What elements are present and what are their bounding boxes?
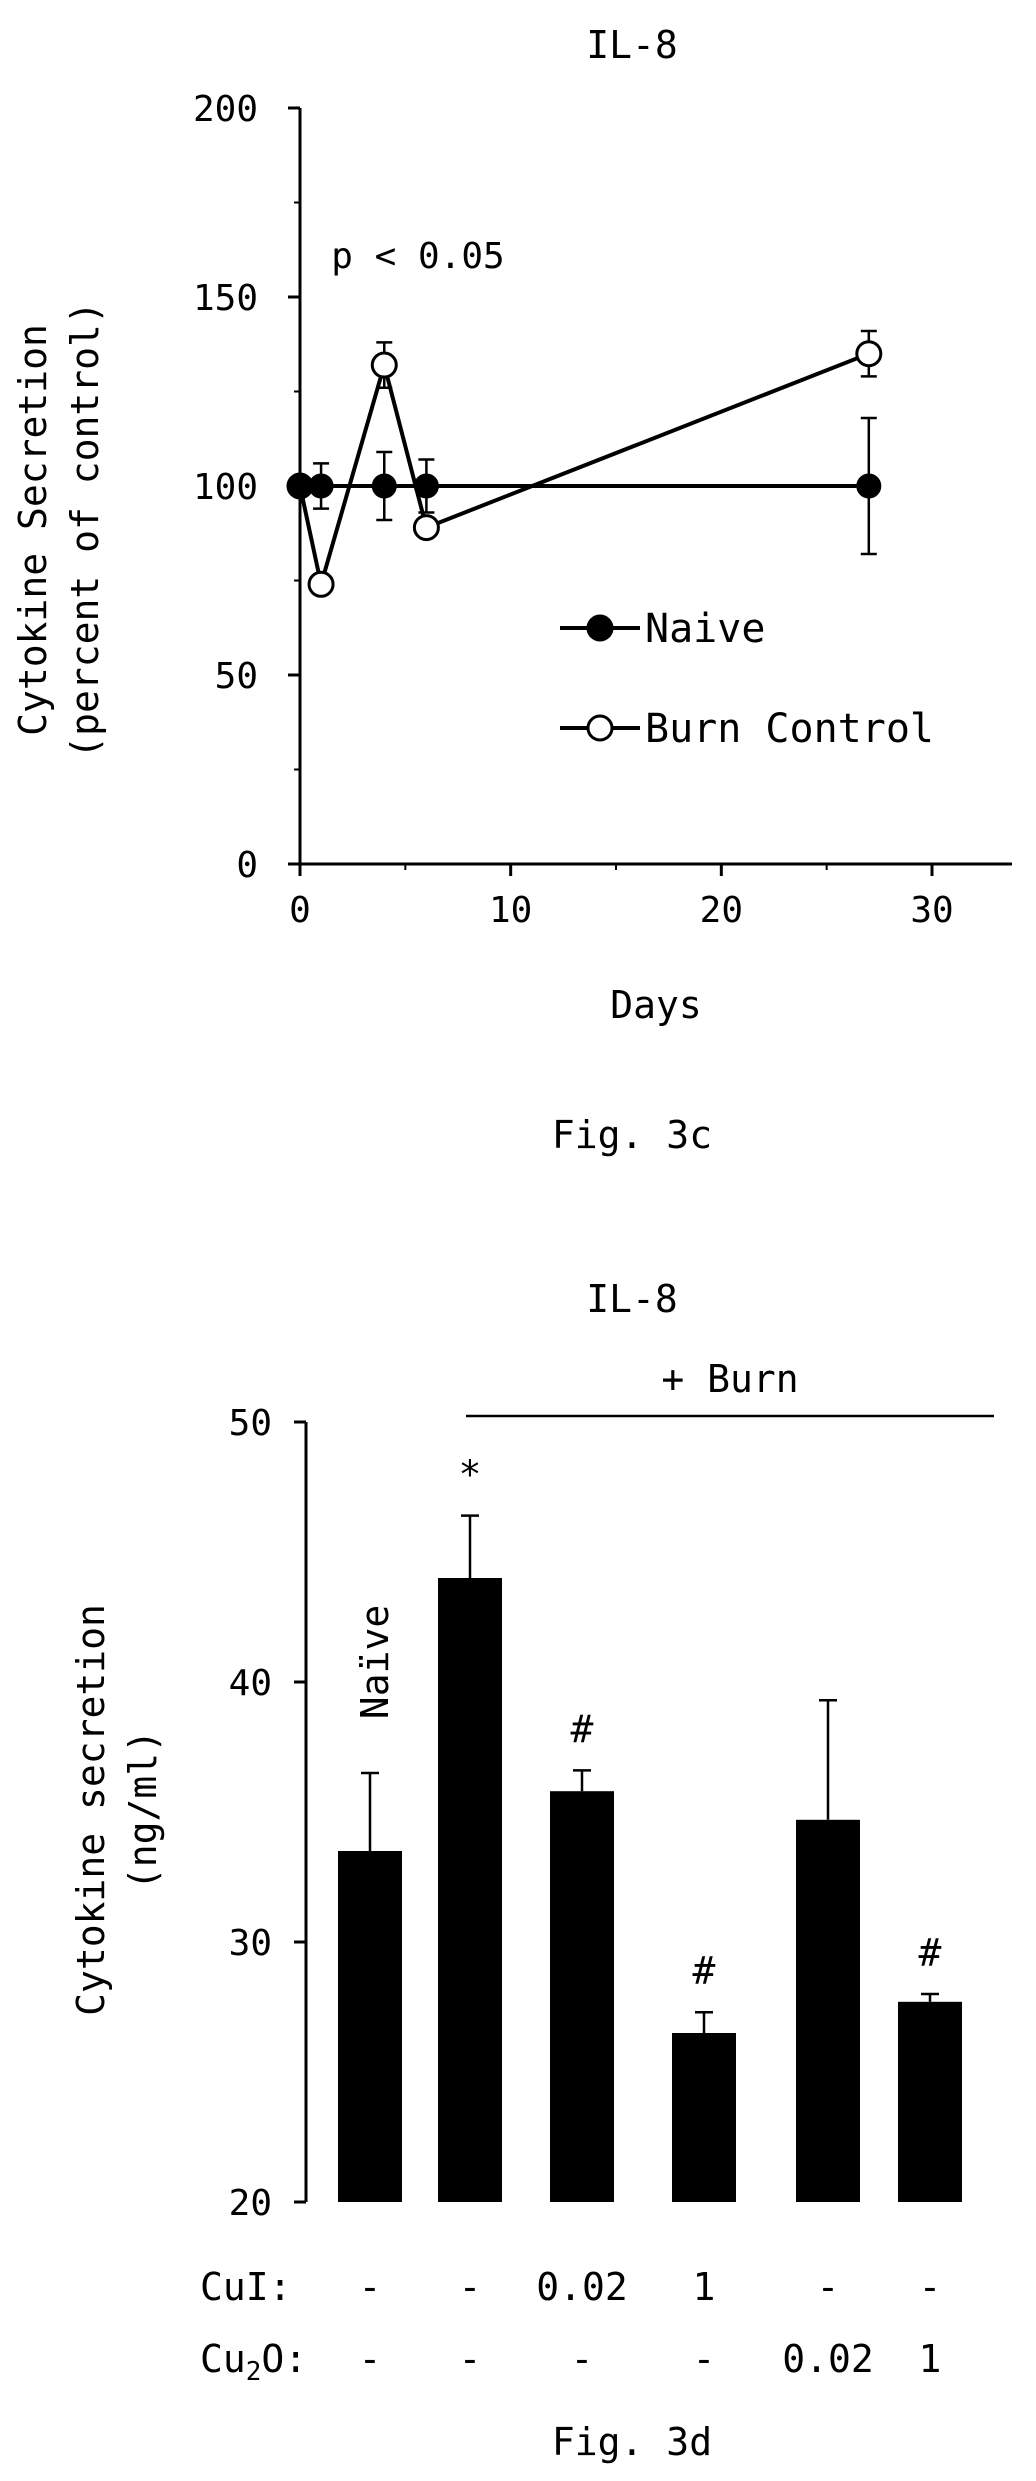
chart-d-y-axis: 20 30 40 50 [229,1403,308,2224]
y-tick-label: 40 [229,1663,272,1704]
significance-marker: # [571,1707,594,1751]
x-tick-label: 0 [289,890,311,931]
data-point-burn-control [307,570,335,598]
bar [550,1791,614,2202]
figure-d-caption: Fig. 3d [552,2420,712,2464]
bar-group: # [898,1931,962,2202]
y-tick-label: 50 [229,1403,272,1444]
chart-c-x-axis: 0 10 20 30 [289,862,1012,931]
row-label-cu2o-sub: 2 [246,2357,262,2387]
bar [796,1819,860,2202]
y-tick-label: 0 [236,845,258,886]
chart-c-y-label-line1: Cytokine Secretion [11,324,55,736]
row-label-cui: CuI: [200,2265,292,2309]
chart-d-y-label-line2: (ng/ml) [121,1730,165,1890]
data-point-burn-control [412,514,440,542]
y-tick-label: 20 [229,2183,272,2224]
cui-cell: - [919,2265,942,2309]
bar-group [796,1698,860,2202]
chart-c-x-label: Days [610,983,702,1027]
data-point-burn-control [855,340,883,368]
bar [672,2033,736,2202]
chart-c-annotation: p < 0.05 [331,236,504,277]
cui-cell: 1 [693,2265,716,2309]
legend-entry-burn-control: Burn Control [560,706,934,752]
x-tick-label: 10 [489,890,532,931]
chart-d-y-label-line1: Cytokine secretion [69,1604,113,2016]
y-tick-label: 100 [193,467,258,508]
chart-c-title: IL-8 [586,23,678,67]
data-point-naive [856,473,882,499]
chart-d-bars: * # # # [338,1453,962,2202]
treatment-table: CuI: Cu2O: - - 0.02 1 - - - - - - 0.02 1 [200,2265,941,2387]
cu2o-cell: 1 [919,2337,942,2381]
bar [338,1851,402,2202]
cui-cell: - [459,2265,482,2309]
bar-group [338,1771,402,2202]
legend-label-naive: Naive [645,606,765,652]
x-tick-label: 30 [910,890,953,931]
data-point-naive [287,473,313,499]
row-label-cu2o: Cu2O: [200,2337,307,2387]
line-chart-il8: IL-8 p < 0.05 0 50 100 150 200 0 10 20 30 Cytok… [11,23,1012,1157]
y-tick-label: 50 [215,656,258,697]
y-tick-label: 200 [193,89,258,130]
cu2o-cell: 0.02 [782,2337,874,2381]
cu2o-cell: - [571,2337,594,2381]
y-tick-label: 30 [229,1923,272,1964]
chart-c-series [286,329,883,598]
significance-marker: # [693,1949,716,1993]
significance-marker: * [459,1453,482,1497]
chart-d-title: IL-8 [586,1277,678,1321]
cui-cell: - [359,2265,382,2309]
data-point-naive [413,473,439,499]
bar-group: * [438,1453,502,2202]
bar [898,2001,962,2202]
bar-group: # [550,1707,614,2202]
legend-entry-naive: Naive [560,606,765,652]
data-point-naive [308,473,334,499]
chart-c-legend: Naive Burn Control [560,606,934,752]
data-point-naive [371,473,397,499]
cui-cell: 0.02 [536,2265,628,2309]
figure-c-caption: Fig. 3c [552,1113,712,1157]
bar-group: # [672,1949,736,2202]
legend-marker-naive [586,614,614,642]
chart-c-y-label-line2: (percent of control) [63,301,107,759]
naive-label: Naïve [353,1605,397,1719]
cui-row: - - 0.02 1 - - [359,2265,942,2309]
bar [438,1578,502,2202]
cu2o-cell: - [359,2337,382,2381]
series-burn-control [286,329,883,598]
chart-c-y-axis: 0 50 100 150 200 [193,89,302,886]
row-label-cu2o-tail: O: [261,2337,307,2381]
cu2o-row: - - - - 0.02 1 [359,2337,942,2381]
group-label-burn: + Burn [661,1357,798,1401]
significance-marker: # [919,1931,942,1975]
x-tick-label: 20 [700,890,743,931]
row-label-cu2o-base: Cu [200,2337,246,2381]
cui-cell: - [817,2265,840,2309]
cu2o-cell: - [693,2337,716,2381]
y-tick-label: 150 [193,278,258,319]
series-naive [287,416,882,556]
legend-marker-burn-control [586,714,614,742]
cu2o-cell: - [459,2337,482,2381]
legend-label-burn-control: Burn Control [645,706,934,752]
data-point-burn-control [370,351,398,379]
